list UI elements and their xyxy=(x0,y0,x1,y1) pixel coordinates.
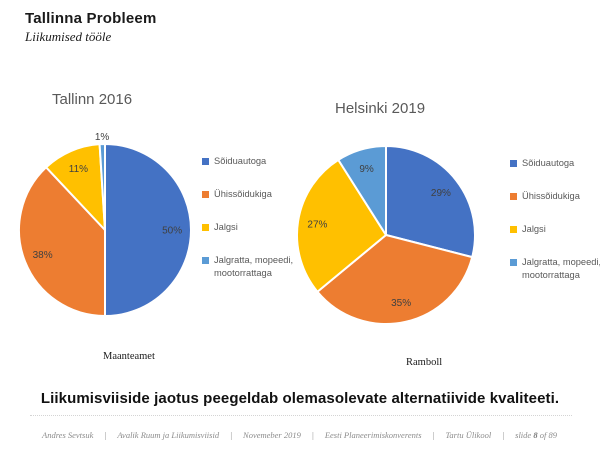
legend-item: Ühissõidukiga xyxy=(202,188,302,201)
legend-color-marker xyxy=(202,224,209,231)
pie-data-label: 11% xyxy=(69,164,88,175)
pie1-slice-2 xyxy=(296,158,387,293)
pie1-slice-0 xyxy=(385,145,476,259)
legend-item: Ühissõidukiga xyxy=(510,190,600,203)
pie1-slice-1 xyxy=(316,234,474,325)
legend-item: Jalgsi xyxy=(510,223,600,236)
pie-data-label: 38% xyxy=(33,250,53,261)
legend-item-label: Jalgsi xyxy=(214,222,238,232)
pie-data-label: 9% xyxy=(359,164,374,175)
footer-item: Novemeber 2019 xyxy=(243,430,301,440)
key-statement: Liikumisviiside jaotus peegeldab olemaso… xyxy=(40,390,560,407)
footer-separator: | xyxy=(432,430,435,440)
pie0-slice-1 xyxy=(18,166,106,317)
legend-item: Jalgratta, mopeedi, mootorrattaga xyxy=(510,256,600,282)
legend-item-label: Sõiduautoga xyxy=(522,158,575,168)
footer-page-indicator: slide 8 of 89 xyxy=(515,430,557,440)
legend-item-label: Sõiduautoga xyxy=(214,156,267,166)
legend-item: Sõiduautoga xyxy=(202,155,302,168)
pie-data-label: 1% xyxy=(95,132,110,143)
legend-item-label: Jalgratta, mopeedi, mootorrattaga xyxy=(214,255,294,278)
pie-data-label: 27% xyxy=(307,220,327,231)
pie0-slice-3 xyxy=(98,143,106,231)
legend-color-marker xyxy=(510,226,517,233)
slide-title: Tallinna Probleem xyxy=(25,10,157,27)
footer-page-number: 8 xyxy=(533,430,538,440)
legend-item-label: Ühissõidukiga xyxy=(522,191,580,201)
legend-helsinki: Sõiduautoga Ühissõidukiga Jalgsi Jalgratta,… xyxy=(510,157,600,302)
footer-separator: | xyxy=(229,430,233,440)
chart-title-helsinki: Helsinki 2019 xyxy=(335,100,426,117)
chart-title-tallinn: Tallinn 2016 xyxy=(52,91,133,108)
footer-item: Andres Sevtsuk xyxy=(42,430,94,440)
legend-item-label: Jalgratta, mopeedi, mootorrattaga xyxy=(522,257,600,280)
legend-item-label: Ühissõidukiga xyxy=(214,189,272,199)
legend-item: Sõiduautoga xyxy=(510,157,600,170)
footer-item: Avalik Ruum ja Liikumisviisid xyxy=(117,430,220,440)
legend-item: Jalgsi xyxy=(202,221,302,234)
pie-data-label: 35% xyxy=(391,298,411,309)
pie-chart-helsinki: 29% 35% 27% 9% xyxy=(296,145,476,325)
slide-subtitle: Liikumised tööle xyxy=(25,29,112,44)
pie-chart-tallinn: 50% 38% 11% 1% xyxy=(18,132,192,317)
footer-separator: | xyxy=(104,430,107,440)
legend-item-label: Jalgsi xyxy=(522,224,546,234)
legend-color-marker xyxy=(510,160,517,167)
legend-tallinn: Sõiduautoga Ühissõidukiga Jalgsi Jalgratta,… xyxy=(202,155,302,300)
legend-item: Jalgratta, mopeedi, mootorrattaga xyxy=(202,254,302,280)
legend-color-marker xyxy=(202,257,209,264)
legend-color-marker xyxy=(510,193,517,200)
pie1-slice-3 xyxy=(337,145,387,236)
legend-color-marker xyxy=(202,191,209,198)
footer-separator: | xyxy=(502,430,505,440)
pie-data-label: 50% xyxy=(162,226,182,237)
footer-item: Tartu Ülikool xyxy=(445,430,492,440)
chart-source-caption-helsinki: Ramboll xyxy=(406,357,443,368)
footer-divider-line xyxy=(30,415,572,416)
chart-source-caption-tallinn: Maanteamet xyxy=(103,351,155,362)
pie0-slice-0 xyxy=(104,143,192,317)
legend-color-marker xyxy=(510,259,517,266)
legend-color-marker xyxy=(202,158,209,165)
pie-data-label: 29% xyxy=(431,188,451,199)
footer-separator: | xyxy=(311,430,315,440)
footer-item: Eesti Planeerimiskonverents xyxy=(324,430,422,440)
slide-footer: Andres Sevtsuk | Avalik Ruum ja Liikumisvi… xyxy=(42,430,557,440)
